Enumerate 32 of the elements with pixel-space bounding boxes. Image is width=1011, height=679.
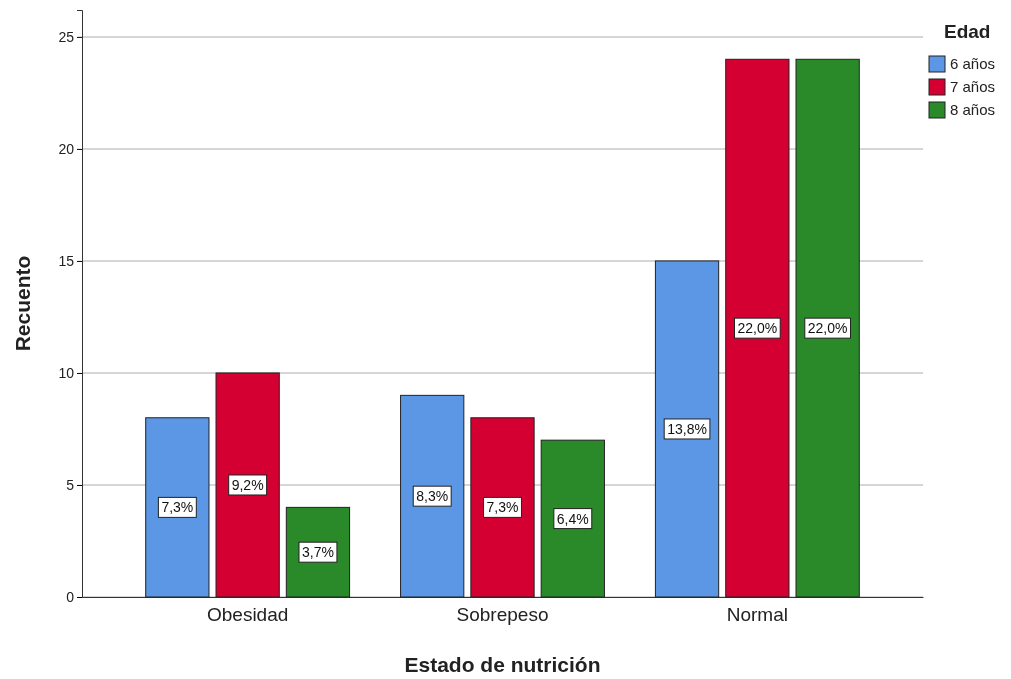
bar (654, 260, 720, 598)
annotation: 13,8% (667, 420, 707, 437)
annotation: 7,3% (161, 499, 194, 516)
y-axis-title: Recuento (11, 255, 34, 352)
annotation: 9,2% (231, 476, 264, 493)
annotation: 8,3% (416, 488, 449, 505)
bar (470, 417, 535, 598)
legend-label: 6 años (950, 55, 996, 72)
x-tick-label: Sobrepeso (456, 603, 549, 625)
y-tick-label: 5 (66, 476, 75, 493)
x-tick-label: Obesidad (206, 603, 289, 625)
bar (145, 417, 210, 598)
annotation: 7,3% (486, 499, 519, 516)
bar (795, 58, 860, 598)
y-tick-label: 15 (58, 252, 75, 269)
legend-title: Edad (944, 21, 991, 42)
legend-label: 8 años (950, 101, 996, 118)
x-axis-title: Estado de nutrición (404, 653, 601, 676)
bar (540, 439, 605, 598)
annotation: 6,4% (556, 510, 589, 527)
y-tick-label: 0 (66, 588, 75, 605)
bar (400, 394, 465, 598)
y-tick-label: 20 (58, 140, 75, 157)
annotation: 3,7% (301, 544, 334, 561)
y-tick-label: 10 (58, 364, 75, 381)
annotation: 22,0% (737, 320, 778, 337)
y-tick-label: 25 (58, 28, 75, 45)
bar (215, 372, 280, 598)
legend-label: 7 años (950, 78, 996, 95)
bar (725, 58, 790, 598)
x-tick-label: Normal (726, 603, 788, 625)
annotation: 22,0% (807, 320, 848, 337)
